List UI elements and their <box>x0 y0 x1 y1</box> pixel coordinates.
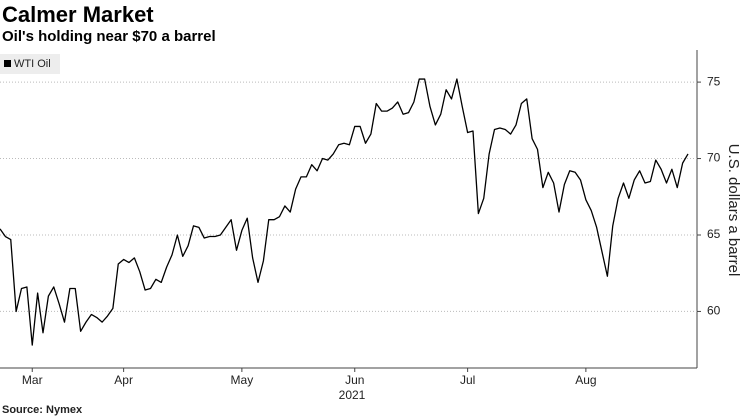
x-tick-label: Aug <box>575 373 596 387</box>
x-tick-label: Jul <box>460 373 475 387</box>
x-tick-label: Apr <box>114 373 133 387</box>
chart-title: Calmer Market <box>2 2 154 27</box>
legend-label: WTI Oil <box>14 58 51 70</box>
legend-swatch <box>4 60 11 67</box>
data-line <box>0 78 689 346</box>
x-tick-label: Mar <box>22 373 43 387</box>
y-tick-label: 70 <box>707 151 721 165</box>
y-tick-label: 75 <box>707 74 721 88</box>
y-tick-label: 65 <box>707 227 721 241</box>
x-tick-label: Jun <box>345 373 364 387</box>
y-axis-label: U.S. dollars a barrel <box>725 144 742 277</box>
year-label: 2021 <box>339 388 366 402</box>
chart-subtitle: Oil's holding near $70 a barrel <box>2 28 216 45</box>
x-tick-label: May <box>231 373 254 387</box>
source: Source: Nymex <box>2 404 83 416</box>
legend-box <box>0 54 60 74</box>
y-tick-label: 60 <box>707 304 721 318</box>
